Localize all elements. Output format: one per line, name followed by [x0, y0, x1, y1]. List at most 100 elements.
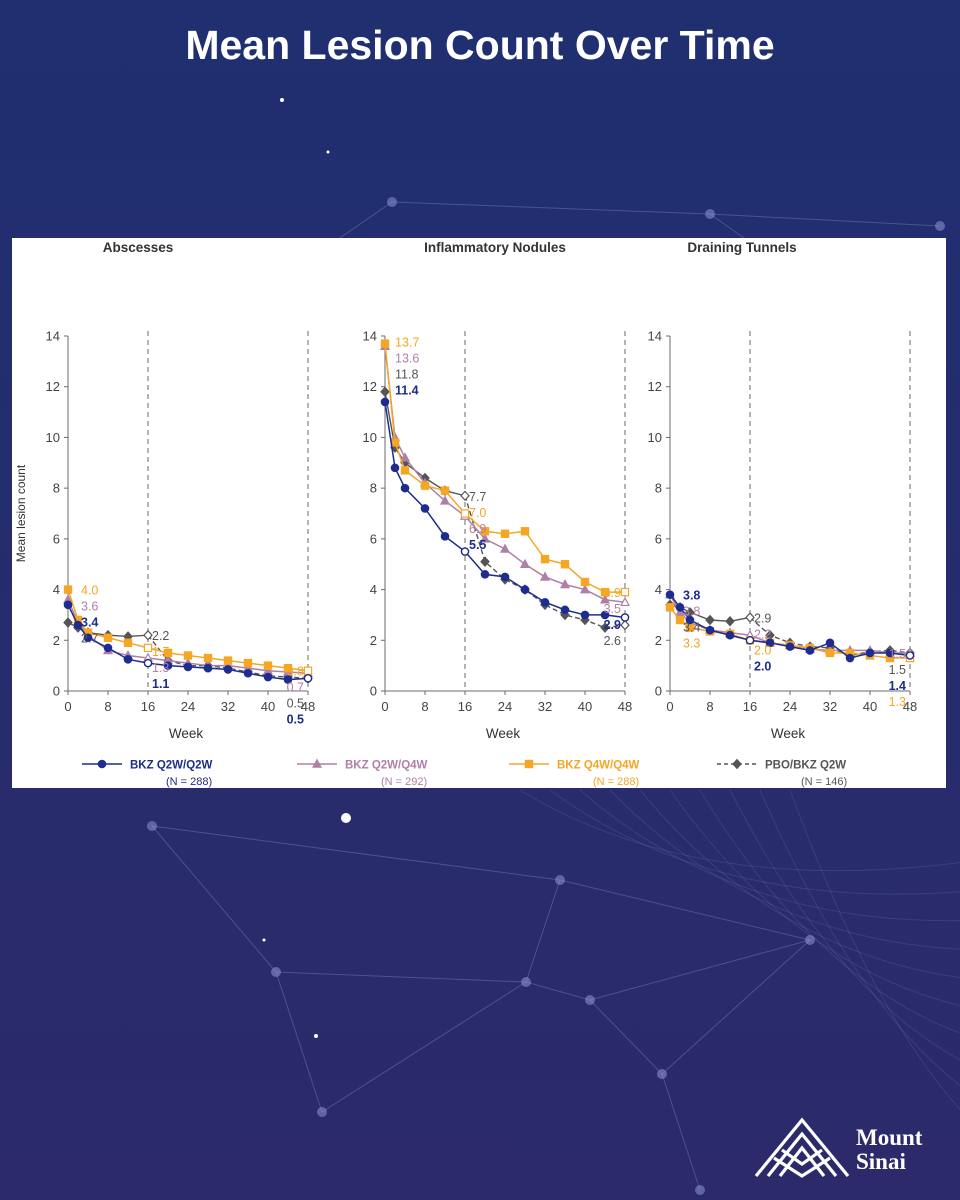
data-point	[440, 486, 450, 495]
start-value-label: 3.6	[81, 600, 98, 614]
star-dot	[262, 938, 266, 942]
data-point	[580, 610, 590, 620]
y-tick-label: 0	[370, 684, 377, 699]
network-line	[151, 825, 561, 881]
start-value-label: 3.8	[683, 605, 700, 619]
start-value-label: 11.4	[395, 383, 419, 397]
y-tick-label: 14	[363, 329, 377, 344]
x-tick-label: 48	[301, 699, 315, 714]
network-line	[709, 213, 941, 227]
data-point	[540, 554, 550, 564]
data-point	[665, 603, 675, 612]
y-tick-label: 4	[655, 582, 662, 597]
x-tick-label: 8	[421, 699, 428, 714]
y-tick-label: 2	[370, 633, 377, 648]
data-point	[675, 615, 685, 625]
data-point	[765, 638, 775, 648]
data-point	[420, 481, 430, 490]
series-line	[384, 343, 625, 593]
x-tick-label: 24	[181, 699, 195, 714]
week48-value-label: 0.7	[287, 681, 304, 695]
x-axis-label: Week	[486, 726, 521, 741]
y-tick-label: 2	[53, 633, 60, 648]
data-point	[745, 635, 755, 645]
series-line-treatment-phase	[464, 495, 626, 629]
data-point	[745, 612, 755, 623]
y-tick-label: 10	[648, 430, 662, 445]
x-tick-label: 32	[221, 699, 235, 714]
data-point	[439, 495, 451, 505]
data-point	[725, 615, 735, 627]
week16-value-label: 1.3	[152, 661, 169, 675]
data-point	[480, 527, 490, 536]
y-tick-label: 4	[370, 582, 377, 597]
week16-value-label: 2.9	[754, 611, 771, 625]
x-tick-label: 16	[743, 699, 757, 714]
network-node	[555, 875, 565, 885]
data-point	[103, 633, 113, 642]
data-point	[460, 490, 470, 502]
data-point	[705, 625, 715, 635]
x-tick-label: 16	[141, 699, 155, 714]
y-tick-label: 12	[648, 379, 662, 394]
legend-label: PBO/BKZ Q2W	[765, 760, 846, 772]
data-point	[725, 630, 735, 640]
data-point	[600, 610, 610, 620]
data-point	[500, 529, 510, 538]
data-point	[303, 674, 313, 683]
chart-figure: Abscesses 0 2 4 6 8 10 12 14 0 8 16 24 32 40 48 Week Mean…	[12, 238, 946, 788]
data-point	[620, 613, 630, 622]
week16-value-label: 7.7	[469, 490, 486, 504]
network-curve	[759, 789, 960, 1087]
legend-n: (N = 288)	[166, 776, 212, 788]
series-q4w	[380, 339, 630, 597]
x-tick-label: 16	[458, 699, 472, 714]
network-node	[147, 821, 157, 831]
week16-value-label: 1.1	[152, 677, 169, 691]
data-point	[223, 656, 233, 665]
y-tick-label: 6	[370, 531, 377, 546]
chart-legend: BKZ Q2W/Q2W (N = 288) BKZ Q2W/Q4W (N = 292)…	[82, 758, 847, 788]
network-line	[589, 999, 663, 1075]
data-point	[619, 596, 631, 607]
data-point	[143, 629, 153, 641]
network-line	[525, 879, 561, 983]
data-point	[579, 584, 591, 594]
y-tick-label: 10	[46, 430, 60, 445]
network-line	[321, 981, 527, 1113]
week16-value-label: 2.0	[754, 659, 771, 673]
data-point	[163, 661, 173, 670]
network-curve	[519, 789, 960, 872]
star-dot	[314, 1034, 318, 1038]
week48-value-label: 0.8	[287, 665, 304, 679]
data-point	[83, 633, 93, 643]
week48-value-label: 3.9	[604, 586, 621, 600]
y-axis-label: Mean lesion count	[14, 464, 28, 562]
data-point	[400, 466, 410, 475]
x-tick-label: 40	[863, 699, 877, 714]
mount-sinai-logo: Mount Sinai	[752, 1112, 942, 1182]
network-line	[525, 981, 591, 1001]
data-point	[540, 597, 550, 607]
week48-value-label: 0.5	[287, 697, 304, 711]
legend-marker	[97, 759, 107, 769]
legend-label: BKZ Q4W/Q4W	[557, 760, 640, 772]
data-point	[400, 483, 410, 493]
network-node	[657, 1069, 667, 1079]
data-point	[263, 672, 273, 682]
network-lines	[147, 197, 960, 1195]
legend-n: (N = 288)	[593, 776, 639, 788]
y-tick-label: 0	[53, 684, 60, 699]
data-point	[665, 590, 675, 599]
data-point	[203, 663, 213, 673]
data-point	[243, 658, 253, 668]
data-point	[685, 615, 695, 625]
start-value-label: 13.7	[395, 335, 419, 349]
week16-value-label: 1.7	[152, 645, 169, 659]
week48-value-label: 1.3	[889, 695, 906, 709]
data-point	[805, 646, 815, 655]
x-tick-label: 40	[578, 699, 592, 714]
week16-value-label: 2.2	[152, 629, 169, 643]
legend-n: (N = 146)	[801, 776, 847, 788]
